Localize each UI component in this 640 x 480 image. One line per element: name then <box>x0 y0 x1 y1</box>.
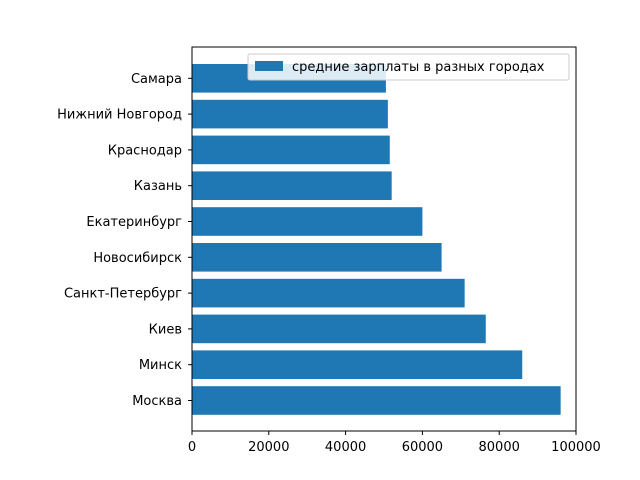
legend: средние зарплаты в разных городах <box>247 53 570 81</box>
x-tick-label-0: 0 <box>188 440 196 455</box>
y-tick-label-1: Минск <box>139 358 182 373</box>
plot-frame <box>191 46 577 432</box>
bar-7 <box>192 135 390 165</box>
bars-group <box>192 64 561 415</box>
y-tick-label-3: Санкт-Петербург <box>64 287 182 302</box>
bar-6 <box>192 171 392 200</box>
x-ticks: 0 20000 40000 60000 80000 100000 <box>188 431 601 455</box>
legend-box <box>247 53 570 81</box>
y-tick-label-2: Киев <box>149 322 182 337</box>
y-tick-label-4: Новосибирск <box>93 251 182 266</box>
legend-label: средние зарплаты в разных городах <box>292 60 545 75</box>
bar-2 <box>192 314 486 344</box>
bar-1 <box>192 350 523 379</box>
bar-4 <box>192 243 442 272</box>
bar-3 <box>192 278 465 308</box>
y-tick-label-6: Казань <box>134 179 182 194</box>
y-tick-label-0: Москва <box>132 394 182 409</box>
y-tick-labels: Москва Минск Киев Санкт-Петербург Новосибирс… <box>57 72 192 409</box>
legend-swatch <box>255 61 283 71</box>
x-tick-label-5: 100000 <box>551 440 601 455</box>
y-tick-label-8: Нижний Новгород <box>57 108 182 123</box>
y-tick-label-9: Самара <box>131 72 182 87</box>
bar-8 <box>192 99 388 129</box>
y-tick-label-5: Екатеринбург <box>86 215 182 230</box>
bar-0 <box>192 386 561 415</box>
x-tick-label-1: 20000 <box>248 440 289 455</box>
x-tick-label-3: 60000 <box>402 440 443 455</box>
x-tick-label-4: 80000 <box>479 440 520 455</box>
x-tick-label-2: 40000 <box>325 440 366 455</box>
y-tick-label-7: Краснодар <box>108 143 182 158</box>
bar-5 <box>192 207 423 236</box>
